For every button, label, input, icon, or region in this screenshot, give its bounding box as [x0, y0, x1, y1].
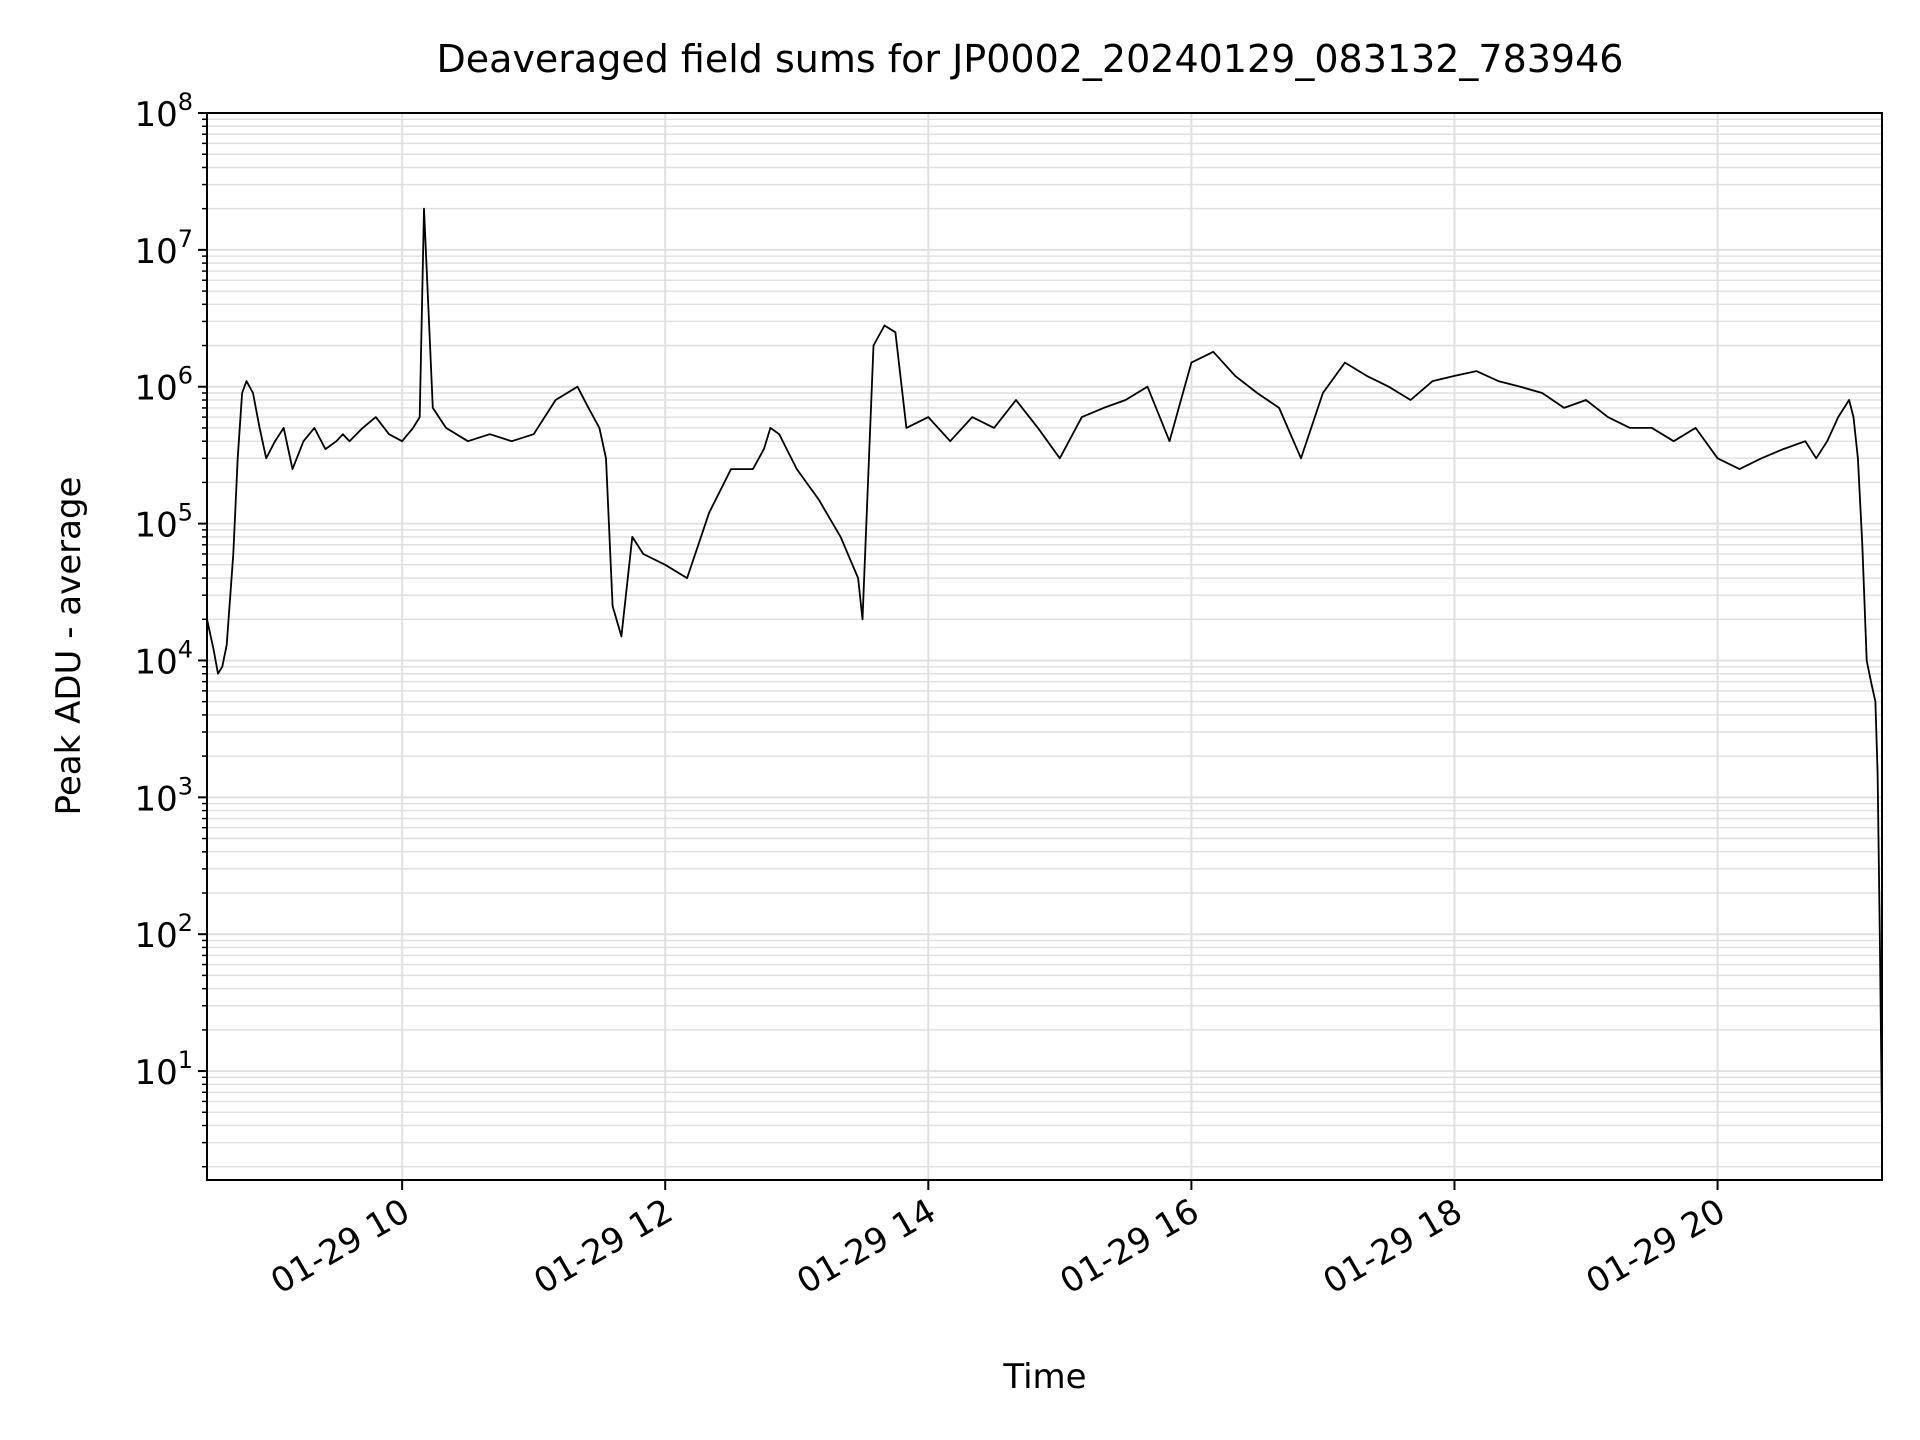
y-tick-label: 105: [134, 499, 193, 546]
y-tick-label: 102: [134, 909, 193, 956]
y-axis-label: Peak ADU - average: [49, 477, 89, 816]
x-axis-label: Time: [1002, 1357, 1086, 1397]
y-axis: 101 102 103 104 105 106 107 108: [134, 88, 207, 1168]
y-tick-label: 108: [134, 88, 193, 135]
y-tick-label: 107: [134, 225, 193, 272]
series-line: [206, 207, 1883, 1126]
series-group: [206, 207, 1883, 1126]
y-tick-label: 101: [134, 1046, 193, 1093]
chart-title: Deaveraged field sums for JP0002_2024012…: [437, 37, 1624, 81]
y-tick-label: 106: [134, 362, 193, 409]
plot-frame: [206, 112, 1883, 1181]
grid: [207, 112, 1882, 1180]
y-tick-label: 103: [134, 772, 193, 819]
y-tick-label: 104: [134, 635, 193, 682]
